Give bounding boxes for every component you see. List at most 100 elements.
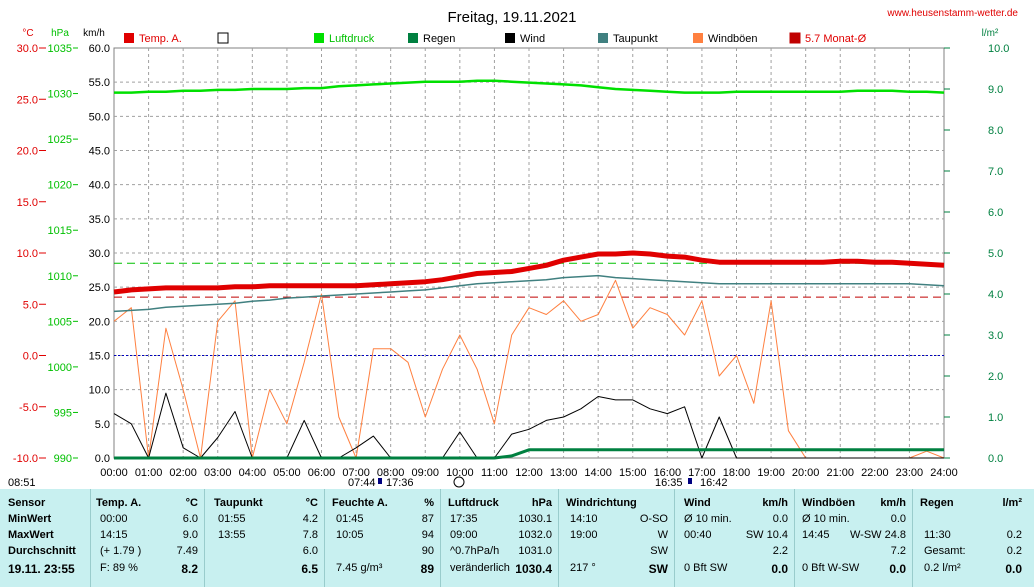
rain-time: Gesamt: [924, 545, 966, 557]
header-hum: Feuchte A. [332, 497, 388, 509]
dew-value: 4.2 [302, 513, 318, 525]
x-tick: 00:00 [100, 467, 128, 479]
x-tick: 02:00 [169, 467, 197, 479]
unit-hum: % [424, 497, 434, 509]
press-time: veränderlich [450, 562, 510, 574]
sun-event-label: 17:36 [386, 477, 414, 489]
sun-event-label: 16:42 [700, 477, 728, 489]
chart-axes: °C hPa km/h l/m² 30.0 25.0 20.0 15.0 10.0 5.0 0.0 -… [8, 28, 1009, 489]
legend-swatch [693, 33, 703, 43]
x-tick: 17:00 [688, 467, 716, 479]
table-column-divider [90, 489, 91, 587]
dew-value: 7.8 [302, 529, 318, 541]
dew-time: 13:55 [218, 529, 246, 541]
sun-event-label: 08:51 [8, 477, 36, 489]
rain-tick: 3.0 [988, 330, 1003, 342]
x-tick: 24:00 [930, 467, 958, 479]
legend-swatch [408, 33, 418, 43]
press-value: 1030.1 [518, 513, 552, 525]
press-time: 17:35 [450, 513, 478, 525]
x-tick: 13:00 [550, 467, 578, 479]
temp-tick: 30.0 [17, 43, 38, 55]
press-value: 1032.0 [518, 529, 552, 541]
legend-label: Wind [520, 33, 545, 45]
chart-grid [113, 47, 945, 459]
wind-tick: 45.0 [89, 146, 110, 158]
x-tick: 15:00 [619, 467, 647, 479]
chart-title: Freitag, 19.11.2021 [448, 9, 577, 26]
x-tick: 23:00 [896, 467, 924, 479]
unit-dew: °C [305, 497, 318, 509]
gust-value: W-SW 24.8 [849, 529, 906, 541]
legend-label: Luftdruck [329, 33, 375, 45]
sunrise-marker [378, 478, 382, 484]
wind-tick: 55.0 [89, 77, 110, 89]
table-column-divider [674, 489, 675, 587]
press-time: 09:00 [450, 529, 478, 541]
wind-value: SW 10.4 [745, 529, 788, 541]
temp-tick: 10.0 [17, 248, 38, 260]
chart-source: www.heusenstamm-wetter.de [886, 8, 1018, 19]
temp-time: 00:00 [100, 513, 128, 525]
dir-value: W [657, 529, 668, 541]
table-column-divider [204, 489, 205, 587]
temp-value: 8.2 [181, 562, 198, 576]
x-tick: 09:00 [411, 467, 439, 479]
pressure-tick: 995 [54, 407, 72, 419]
pressure-tick: 990 [54, 453, 72, 465]
unit-rain: l/m² [1002, 497, 1022, 509]
x-tick: 20:00 [792, 467, 820, 479]
temp-time: F: 89 % [100, 562, 138, 574]
moon-marker [453, 476, 465, 488]
x-tick: 05:00 [273, 467, 301, 479]
unit-wind: km/h [762, 497, 788, 509]
x-tick: 03:00 [204, 467, 232, 479]
x-tick: 14:00 [584, 467, 612, 479]
header-dew: Taupunkt [214, 497, 263, 509]
row-label: Durchschnitt [8, 545, 76, 557]
row-label: MinWert [8, 513, 52, 525]
sun-event-label: 07:44 [348, 477, 376, 489]
wind-time: 00:40 [684, 529, 712, 541]
pressure-tick: 1010 [48, 271, 72, 283]
gust-time: Ø 10 min. [802, 513, 850, 525]
temp-tick: -10.0 [13, 453, 38, 465]
rain-value: 0.2 [1006, 545, 1022, 557]
dir-time: 14:10 [570, 513, 598, 525]
press-value: 1031.0 [518, 545, 552, 557]
hum-time: 10:05 [336, 529, 364, 541]
header-press: Luftdruck [448, 497, 499, 509]
pressure-line [114, 79, 945, 94]
legend-label: 5.7 Monat-Ø [805, 33, 867, 45]
x-tick: 22:00 [861, 467, 889, 479]
x-tick: 01:00 [135, 467, 163, 479]
table-column-divider [558, 489, 559, 587]
temperature-line [113, 250, 945, 295]
x-tick: 10:00 [446, 467, 474, 479]
wind-tick: 35.0 [89, 214, 110, 226]
legend-label: Windböen [708, 33, 758, 45]
wind-value: 2.2 [772, 545, 788, 557]
header-gust: Windböen [802, 497, 856, 509]
rain-tick: 9.0 [988, 84, 1003, 96]
temp-tick: -5.0 [19, 402, 38, 414]
press-time: ^0.7hPa/h [450, 545, 500, 557]
temp-time: (+ 1.79 ) [100, 545, 142, 557]
axis-unit-pressure: hPa [51, 28, 69, 39]
wind-tick: 0.0 [95, 453, 110, 465]
temp-value: 7.49 [176, 545, 198, 557]
header-dir: Windrichtung [566, 497, 637, 509]
x-tick: 06:00 [308, 467, 336, 479]
gust-time: 0 Bft W-SW [802, 562, 860, 574]
gust-value: 0.0 [889, 562, 906, 576]
wind-tick: 5.0 [95, 419, 110, 431]
x-tick: 11:00 [481, 467, 508, 479]
rain-tick: 4.0 [988, 289, 1003, 301]
wind-tick: 50.0 [89, 111, 110, 123]
press-value: 1030.4 [515, 562, 552, 576]
legend-swatch [314, 33, 324, 43]
wind-value: 0.0 [771, 562, 788, 576]
rain-line [114, 448, 944, 460]
wind-tick: 20.0 [89, 316, 110, 328]
table-column-divider [794, 489, 795, 587]
